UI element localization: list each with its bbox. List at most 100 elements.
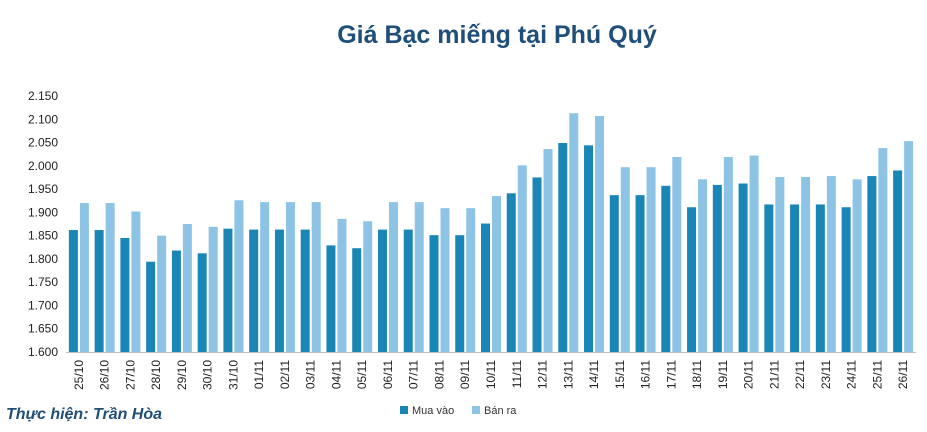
x-tick-label: 06/11 bbox=[381, 360, 395, 389]
bar-sell bbox=[182, 224, 192, 352]
x-tick-label: 10/11 bbox=[484, 360, 498, 389]
bar-buy bbox=[584, 145, 594, 352]
x-tick-label: 08/11 bbox=[432, 360, 446, 389]
bar-sell bbox=[414, 202, 424, 352]
y-tick-label: 1.600 bbox=[28, 345, 58, 359]
bar-buy bbox=[352, 248, 362, 352]
x-tick-label: 21/11 bbox=[767, 360, 781, 389]
legend: Mua vào Bán ra bbox=[400, 405, 517, 417]
y-tick-label: 1.700 bbox=[28, 298, 58, 312]
bar-sell bbox=[234, 200, 244, 352]
x-tick-label: 02/11 bbox=[278, 360, 292, 389]
bar-sell bbox=[260, 202, 270, 352]
y-tick-label: 1.650 bbox=[28, 322, 58, 336]
legend-label-sell: Bán ra bbox=[484, 405, 517, 417]
x-tick-label: 25/11 bbox=[870, 360, 884, 389]
x-tick-label: 13/11 bbox=[561, 360, 575, 389]
y-tick-label: 1.900 bbox=[28, 205, 58, 219]
bar-buy bbox=[300, 229, 310, 352]
x-tick-label: 05/11 bbox=[355, 360, 369, 389]
bar-buy bbox=[249, 229, 259, 352]
bar-buy bbox=[558, 143, 568, 352]
bar-sell bbox=[517, 165, 527, 352]
bar-sell bbox=[311, 202, 321, 352]
legend-label-buy: Mua vào bbox=[412, 405, 454, 417]
bar-buy bbox=[377, 229, 387, 352]
bar-sell bbox=[131, 211, 141, 352]
bar-sell bbox=[852, 179, 862, 352]
y-tick-label: 1.800 bbox=[28, 252, 58, 266]
bar-buy bbox=[326, 245, 336, 352]
y-tick-label: 1.850 bbox=[28, 229, 58, 243]
bar-buy bbox=[403, 229, 413, 352]
legend-swatch-sell bbox=[472, 406, 480, 414]
x-tick-label: 28/10 bbox=[149, 360, 163, 390]
bar-sell bbox=[775, 176, 785, 352]
x-tick-label: 16/11 bbox=[639, 360, 653, 389]
bar-sell bbox=[543, 149, 553, 352]
y-tick-label: 2.000 bbox=[28, 159, 58, 173]
bar-sell bbox=[723, 156, 733, 352]
bar-buy bbox=[815, 204, 825, 352]
bar-buy bbox=[94, 230, 104, 352]
x-tick-label: 20/11 bbox=[742, 360, 756, 389]
y-tick-label: 2.100 bbox=[28, 112, 58, 126]
credit-text: Thực hiện: Trần Hòa bbox=[6, 406, 163, 423]
bar-sell bbox=[569, 113, 579, 352]
x-tick-label: 31/10 bbox=[226, 360, 240, 390]
bar-buy bbox=[481, 223, 490, 352]
x-tick-label: 29/10 bbox=[175, 360, 189, 390]
y-tick-label: 1.750 bbox=[28, 275, 58, 289]
x-tick-label: 23/11 bbox=[819, 360, 833, 389]
bar-buy bbox=[171, 250, 181, 352]
bar-sell bbox=[878, 148, 888, 352]
bar-sell bbox=[363, 221, 373, 352]
bars bbox=[68, 113, 914, 352]
bar-sell bbox=[595, 116, 605, 352]
bar-sell bbox=[208, 226, 218, 352]
bar-sell bbox=[337, 218, 347, 352]
bar-sell bbox=[620, 167, 630, 352]
bar-sell bbox=[79, 203, 89, 352]
x-tick-label: 25/10 bbox=[72, 360, 86, 390]
y-tick-label: 2.050 bbox=[28, 136, 58, 150]
x-tick-label: 12/11 bbox=[536, 360, 550, 389]
bar-sell bbox=[492, 196, 501, 352]
bar-sell bbox=[801, 176, 811, 352]
bar-sell bbox=[646, 167, 656, 352]
bar-buy bbox=[764, 204, 774, 352]
bar-buy bbox=[146, 261, 156, 352]
x-tick-label: 07/11 bbox=[407, 360, 421, 389]
bar-sell bbox=[672, 156, 682, 352]
bar-buy bbox=[635, 195, 645, 352]
legend-swatch-buy bbox=[400, 406, 408, 414]
x-tick-label: 01/11 bbox=[252, 360, 266, 389]
bar-buy bbox=[893, 170, 903, 352]
bar-buy bbox=[609, 195, 619, 352]
bar-buy bbox=[841, 207, 851, 352]
x-axis: 25/10 26/10 27/10 28/10 29/10 30/10 31/10 01/11… bbox=[72, 360, 910, 390]
bar-buy bbox=[455, 235, 465, 352]
bar-sell bbox=[440, 208, 450, 352]
bar-buy bbox=[661, 185, 671, 352]
bar-sell bbox=[157, 235, 167, 352]
x-tick-label: 26/11 bbox=[896, 360, 910, 389]
bar-sell bbox=[904, 141, 914, 352]
bar-buy bbox=[790, 204, 800, 352]
x-tick-label: 14/11 bbox=[587, 360, 601, 389]
bar-sell bbox=[105, 203, 115, 352]
x-tick-label: 26/10 bbox=[98, 360, 112, 390]
bar-buy bbox=[429, 235, 439, 352]
bar-sell bbox=[466, 208, 476, 352]
bar-buy bbox=[68, 230, 78, 352]
y-axis: 1.600 1.650 1.700 1.750 1.800 1.850 1.900 1.950… bbox=[28, 89, 58, 359]
bar-buy bbox=[687, 207, 697, 352]
bar-sell bbox=[749, 155, 759, 352]
x-tick-label: 27/10 bbox=[123, 360, 137, 390]
bar-buy bbox=[738, 183, 748, 352]
y-tick-label: 2.150 bbox=[28, 89, 58, 103]
x-tick-label: 03/11 bbox=[304, 360, 318, 389]
bar-buy bbox=[223, 228, 233, 352]
x-tick-label: 04/11 bbox=[329, 360, 343, 389]
